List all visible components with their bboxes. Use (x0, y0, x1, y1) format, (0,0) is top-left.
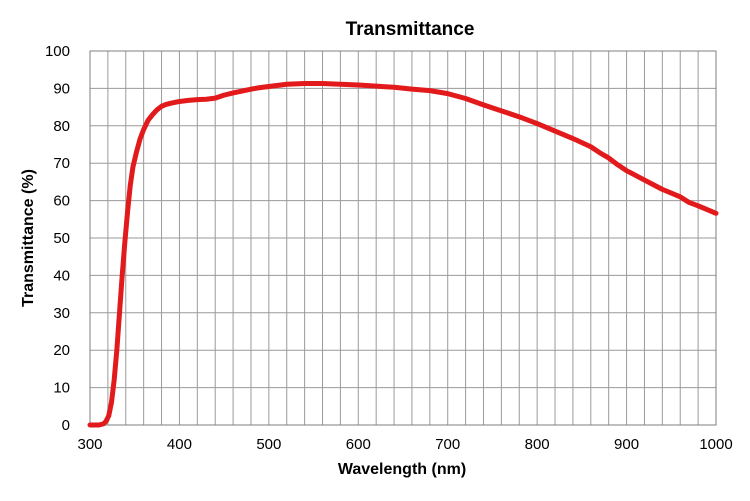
x-axis-tick-labels: 300 400 500 600 700 800 900 1000 (77, 436, 732, 453)
gridlines (89, 50, 717, 426)
y-tick-label: 20 (53, 342, 70, 359)
y-tick-label: 40 (53, 267, 70, 284)
x-tick-label: 300 (77, 436, 102, 453)
y-tick-label: 100 (45, 43, 70, 60)
y-tick-label: 30 (53, 305, 70, 322)
x-tick-label: 400 (167, 436, 192, 453)
y-tick-label: 50 (53, 230, 70, 247)
chart-title: Transmittance (346, 19, 475, 40)
y-tick-label: 90 (53, 80, 70, 97)
y-tick-label: 80 (53, 118, 70, 135)
y-tick-label: 10 (53, 380, 70, 397)
transmittance-series-line (87, 81, 719, 428)
x-tick-label: 600 (346, 436, 371, 453)
x-tick-label: 800 (525, 436, 550, 453)
x-axis-title: Wavelength (nm) (338, 461, 466, 478)
y-tick-label: 60 (53, 193, 70, 210)
x-tick-label: 700 (435, 436, 460, 453)
plot-area-frame (89, 50, 717, 426)
y-axis-tick-labels: 0 10 20 30 40 50 60 70 80 90 100 (45, 43, 70, 434)
y-tick-label: 0 (62, 417, 70, 434)
series-layer (87, 81, 719, 428)
y-tick-label: 70 (53, 155, 70, 172)
x-tick-label: 1000 (699, 436, 732, 453)
x-tick-label: 900 (614, 436, 639, 453)
x-tick-label: 500 (256, 436, 281, 453)
y-axis-title: Transmittance (%) (20, 169, 37, 307)
